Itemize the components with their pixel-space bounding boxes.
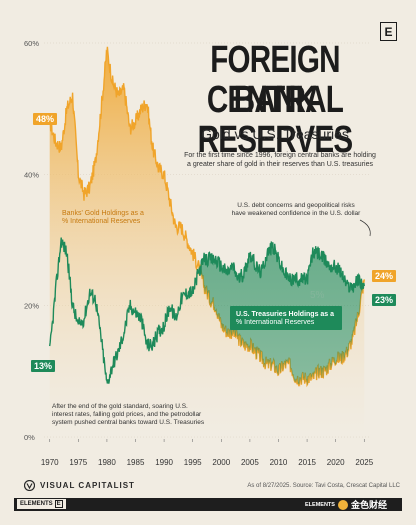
history-annotation: After the end of the gold standard, soar… — [52, 403, 232, 427]
gold-area — [49, 46, 365, 438]
y-tick-label: 20% — [24, 302, 39, 311]
elements-right-text: ELEMENTS — [305, 501, 335, 508]
risk-line1: U.S. debt concerns and geopolitical risk… — [237, 202, 355, 209]
gold-label-line2: % International Reserves — [62, 218, 141, 225]
history-line3: system pushed central banks toward U.S. … — [52, 419, 205, 426]
treasury-end-badge: 23% — [372, 294, 397, 306]
page-title-line1: FOREIGN CENTRAL — [206, 39, 344, 121]
history-line1: After the end of the gold standard, soar… — [52, 403, 188, 410]
treasuries-series-label: U.S. Treasuries Holdings as a % Internat… — [236, 311, 346, 327]
treasuries-label-line1: U.S. Treasuries Holdings as a — [236, 311, 335, 318]
elements-logo-icon: E — [380, 22, 397, 41]
source-note: As of 8/27/2025. Source: Tavi Costa, Cre… — [247, 483, 400, 489]
x-tick-label: 2025 — [355, 458, 373, 467]
y-tick-label: 0% — [24, 433, 35, 442]
watermark-coin-icon — [337, 499, 348, 510]
watermark-text: 金色财经 — [350, 500, 387, 510]
brand: VISUAL CAPITALIST — [24, 480, 135, 491]
elements-footer-logo: ELEMENTS E — [17, 499, 66, 509]
elements-left-text: ELEMENTS — [20, 501, 53, 507]
risk-arrow-icon — [359, 219, 371, 237]
x-tick-label: 2015 — [298, 458, 316, 467]
gold-label-line1: Banks' Gold Holdings as a — [62, 210, 144, 217]
y-tick-label: 60% — [24, 39, 39, 48]
page-description: For the first time since 1996, foreign c… — [170, 151, 390, 169]
x-tick-label: 1995 — [184, 458, 202, 467]
x-tick-label: 2020 — [327, 458, 345, 467]
x-tick-label: 1970 — [41, 458, 59, 467]
elements-e-icon: E — [54, 500, 63, 508]
page-title-line2: BANK RESERVES — [197, 79, 353, 161]
x-tick-label: 2005 — [241, 458, 259, 467]
x-tick-label: 2010 — [270, 458, 288, 467]
x-tick-label: 1980 — [98, 458, 116, 467]
treasuries-label-line2: % International Reserves — [236, 319, 315, 326]
gold-end-badge: 24% — [372, 270, 397, 282]
x-tick-label: 2000 — [212, 458, 230, 467]
history-line2: interest rates, falling gold prices, and… — [52, 411, 202, 418]
logo-letter: E — [384, 24, 393, 39]
risk-line2: have weakened confidence in the U.S. dol… — [231, 210, 361, 217]
treasury-line — [49, 237, 365, 384]
y-tick-label: 40% — [24, 170, 39, 179]
brand-name: VISUAL CAPITALIST — [40, 481, 135, 490]
gold-series-label: Banks' Gold Holdings as a % Internationa… — [62, 210, 172, 226]
watermark: ELEMENTS 金色财经 — [305, 498, 387, 511]
treasury-start-badge: 13% — [31, 360, 56, 372]
description-line2: a greater share of gold in their reserve… — [187, 161, 373, 168]
treasuries-label-box — [230, 306, 342, 330]
gold-start-badge: 48% — [33, 113, 58, 125]
visual-capitalist-logo-icon — [24, 480, 35, 491]
risk-annotation: U.S. debt concerns and geopolitical risk… — [226, 202, 366, 218]
ghost-label: 5% — [310, 290, 325, 301]
x-tick-label: 1975 — [69, 458, 87, 467]
page-subtitle: Gold vs U.S. Treasuries — [201, 126, 349, 142]
x-tick-label: 1990 — [155, 458, 173, 467]
bottom-bar — [14, 498, 402, 511]
treasury-gap-area — [49, 46, 365, 385]
x-tick-label: 1985 — [127, 458, 145, 467]
description-line1: For the first time since 1996, foreign c… — [184, 152, 376, 159]
